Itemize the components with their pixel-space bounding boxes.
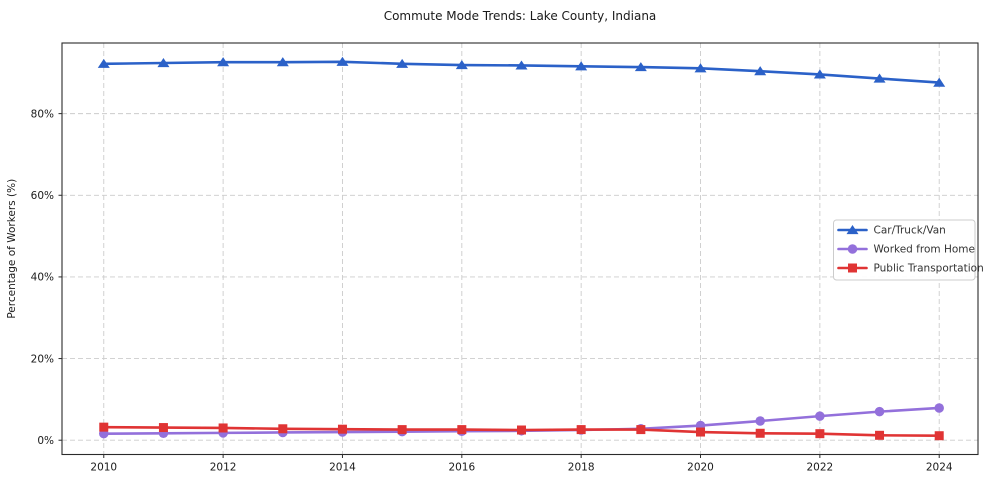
circle-marker <box>874 406 885 417</box>
circle-marker <box>815 411 825 421</box>
triangle-marker <box>634 62 647 72</box>
y-tick-label: 80% <box>31 108 54 120</box>
x-tick-label: 2020 <box>687 462 714 474</box>
y-tick-label: 60% <box>31 190 54 202</box>
legend-label: Worked from Home <box>874 244 975 256</box>
square-marker <box>875 430 885 440</box>
square-marker <box>934 431 944 441</box>
x-tick-label: 2024 <box>926 462 953 474</box>
square-marker <box>278 424 288 434</box>
triangle-marker <box>873 73 886 83</box>
x-tick-label: 2012 <box>210 462 237 474</box>
triangle-marker <box>933 77 946 87</box>
y-axis-label: Percentage of Workers (%) <box>6 179 18 319</box>
triangle-marker <box>157 58 170 68</box>
y-tick-label: 0% <box>37 435 54 447</box>
legend-label: Public Transportation <box>874 263 984 275</box>
square-marker <box>337 424 347 434</box>
square-marker <box>696 427 706 437</box>
plot-frame <box>61 42 979 456</box>
x-tick-label: 2022 <box>806 462 833 474</box>
legend-box <box>833 219 976 281</box>
chart-title: Commute Mode Trends: Lake County, Indian… <box>383 9 657 23</box>
square-marker <box>848 263 857 273</box>
x-tick-label: 2018 <box>568 462 595 474</box>
square-marker <box>755 428 765 438</box>
square-marker <box>397 425 407 435</box>
triangle-marker <box>813 69 826 79</box>
square-marker <box>218 423 228 433</box>
square-marker <box>516 425 526 435</box>
square-marker <box>636 425 646 435</box>
circle-marker <box>755 416 765 426</box>
triangle-marker <box>846 225 859 235</box>
triangle-marker <box>455 60 468 70</box>
square-marker <box>815 429 825 439</box>
square-marker <box>158 423 168 433</box>
circle-marker <box>934 403 944 413</box>
square-marker <box>576 425 586 435</box>
triangle-marker <box>694 63 707 73</box>
x-tick-label: 2014 <box>329 462 356 474</box>
square-marker <box>457 425 467 435</box>
y-tick-label: 20% <box>31 353 54 365</box>
triangle-marker <box>336 56 349 66</box>
legend-label: Car/Truck/Van <box>874 225 946 237</box>
triangle-marker <box>97 58 110 68</box>
square-marker <box>99 422 109 432</box>
triangle-marker <box>276 57 289 67</box>
circle-marker <box>847 244 858 254</box>
y-tick-label: 40% <box>31 272 54 284</box>
triangle-marker <box>575 61 588 71</box>
triangle-marker <box>515 60 528 70</box>
triangle-marker <box>396 58 409 68</box>
x-tick-label: 2016 <box>448 462 475 474</box>
x-tick-label: 2010 <box>90 462 117 474</box>
triangle-marker <box>217 57 230 67</box>
triangle-marker <box>754 66 767 76</box>
